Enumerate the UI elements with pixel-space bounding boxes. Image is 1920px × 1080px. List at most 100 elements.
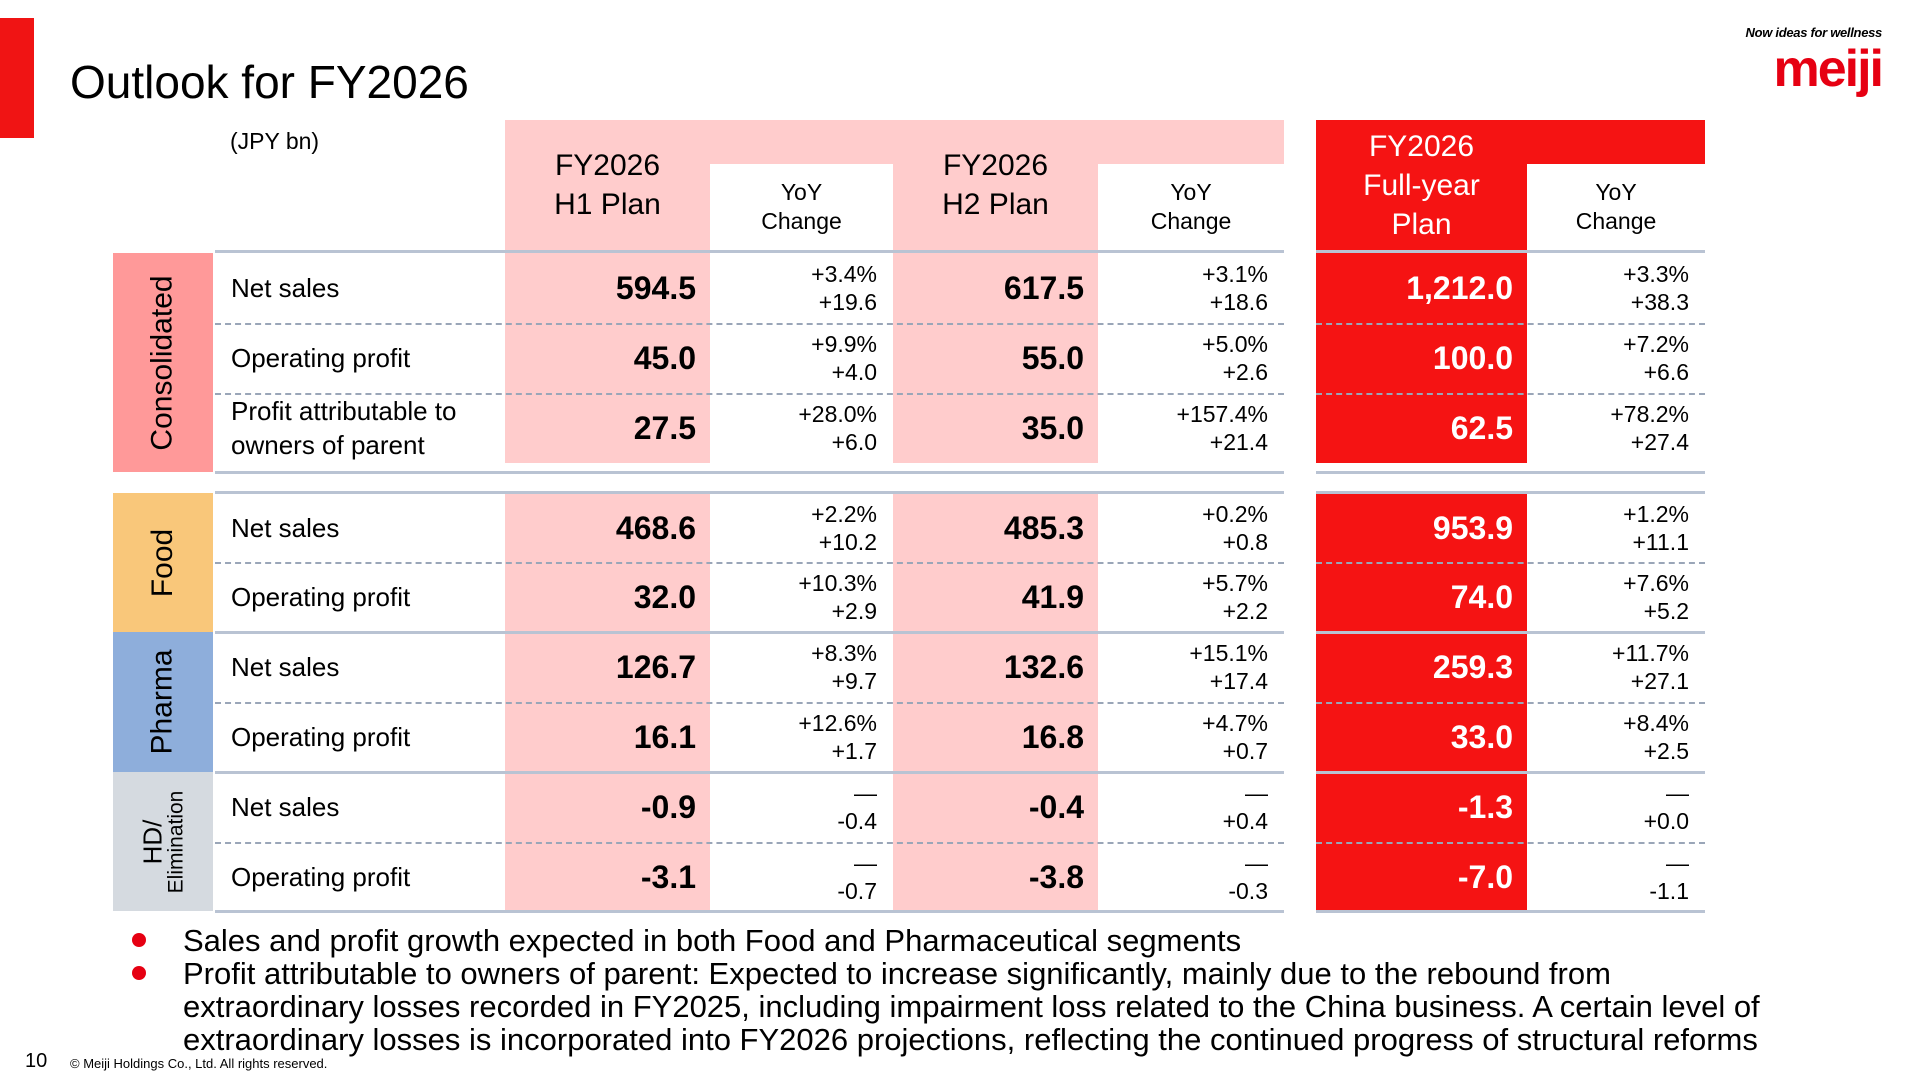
table-row: Operating profit 45.0 +9.9% +4.0 55.0 +5.0% +2… bbox=[215, 323, 1705, 393]
h1-value: 126.7 bbox=[505, 632, 710, 702]
h1-yoy-change: +9.9% +4.0 bbox=[710, 323, 893, 393]
h2-value: 55.0 bbox=[893, 323, 1098, 393]
segment-hd-elimination-label: HD/ Elimination bbox=[137, 790, 187, 893]
segment-pharma-label: Pharma bbox=[146, 649, 180, 755]
fy-value: 100.0 bbox=[1316, 323, 1527, 393]
row-label-line1: Net sales bbox=[231, 513, 340, 543]
fy-yoy-abs: +38.3 bbox=[1630, 289, 1689, 315]
fy-yoy-change: +7.6% +5.2 bbox=[1527, 562, 1705, 632]
h2-yoy-abs: +17.4 bbox=[1209, 668, 1268, 694]
fy-plan-header-line2: Full-year bbox=[1363, 168, 1480, 202]
row-divider bbox=[1316, 910, 1705, 913]
h2-yoy-change: +4.7% +0.7 bbox=[1098, 702, 1284, 772]
fy-plan-header-line3: Plan bbox=[1391, 207, 1452, 241]
row-divider bbox=[215, 842, 1284, 844]
logo-wordmark: meiji bbox=[1773, 40, 1884, 98]
h2-yoy-abs: +0.4 bbox=[1222, 808, 1268, 834]
row-divider bbox=[215, 631, 1284, 634]
row-label: Net sales bbox=[215, 772, 505, 842]
h1-value: 468.6 bbox=[505, 493, 710, 563]
h1-yoy-change: — -0.4 bbox=[710, 772, 893, 842]
fy-yoy-abs: +6.6 bbox=[1643, 359, 1689, 385]
row-divider bbox=[1316, 491, 1705, 494]
h2-value: -3.8 bbox=[893, 842, 1098, 912]
h2-yoy-change: +3.1% +18.6 bbox=[1098, 253, 1284, 323]
row-label-line1: Operating profit bbox=[231, 862, 411, 892]
fy-yoy-pct: +8.4% bbox=[1623, 710, 1689, 736]
fy-yoy-change: +8.4% +2.5 bbox=[1527, 702, 1705, 772]
row-label-line1: Operating profit bbox=[231, 343, 411, 373]
segment-food: Food bbox=[113, 493, 213, 632]
h2-yoy-change: +157.4% +21.4 bbox=[1098, 393, 1284, 463]
h1-plan-header-line1: FY2026 bbox=[554, 149, 661, 182]
row-divider bbox=[1316, 471, 1705, 474]
table-row: Operating profit 16.1 +12.6% +1.7 16.8 +4.7% +… bbox=[215, 702, 1705, 772]
fy-yoy-abs: +0.0 bbox=[1643, 808, 1689, 834]
h1-yoy-change: +3.4% +19.6 bbox=[710, 253, 893, 323]
bullet-text: extraordinary losses is incorporated int… bbox=[183, 1022, 1758, 1057]
h1-yoy-pct: — bbox=[854, 780, 877, 806]
h1-yoy-pct: +3.4% bbox=[811, 261, 877, 287]
row-label-line1: Profit attributable to bbox=[231, 396, 457, 426]
h1-yoy-abs: +10.2 bbox=[818, 529, 877, 555]
fy-yoy-change: +3.3% +38.3 bbox=[1527, 253, 1705, 323]
fy-yoy-abs: +11.1 bbox=[1632, 529, 1690, 555]
fy-plan-header: FY2026 Full-year Plan bbox=[1316, 120, 1527, 250]
row-divider bbox=[215, 471, 1284, 474]
h1-yoy-abs: +4.0 bbox=[831, 359, 877, 385]
h2-yoy-change: +5.0% +2.6 bbox=[1098, 323, 1284, 393]
row-label-line1: Net sales bbox=[231, 652, 340, 682]
fy-yoy-abs: +27.4 bbox=[1630, 429, 1689, 455]
bullet-text: Sales and profit growth expected in both… bbox=[183, 923, 1242, 958]
accent-bar bbox=[0, 18, 34, 138]
h2-value: 617.5 bbox=[893, 253, 1098, 323]
h1-yoy-abs: +9.7 bbox=[831, 668, 877, 694]
row-divider bbox=[215, 910, 1284, 913]
fy-yoy-pct: +3.3% bbox=[1623, 261, 1689, 287]
h1-yoy-change: +12.6% +1.7 bbox=[710, 702, 893, 772]
h2-yoy-pct: +15.1% bbox=[1189, 640, 1268, 666]
fy-yoy-header: YoY Change bbox=[1527, 164, 1705, 250]
h2-value: 41.9 bbox=[893, 562, 1098, 632]
h1-yoy-change: +28.0% +6.0 bbox=[710, 393, 893, 463]
h2-yoy-pct: +4.7% bbox=[1202, 710, 1268, 736]
row-divider bbox=[1316, 562, 1705, 564]
row-divider bbox=[1316, 771, 1705, 774]
fy-value: 259.3 bbox=[1316, 632, 1527, 702]
h1-value: -3.1 bbox=[505, 842, 710, 912]
h2-value: 132.6 bbox=[893, 632, 1098, 702]
h1-yoy-abs: -0.7 bbox=[837, 878, 877, 904]
fy-yoy-change: +78.2% +27.4 bbox=[1527, 393, 1705, 463]
h2-yoy-header-line1: YoY bbox=[1170, 179, 1212, 205]
row-divider bbox=[215, 771, 1284, 774]
h2-yoy-abs: -0.3 bbox=[1228, 878, 1268, 904]
h1-yoy-change: +2.2% +10.2 bbox=[710, 493, 893, 563]
h2-value: -0.4 bbox=[893, 772, 1098, 842]
h1-yoy-pct: +9.9% bbox=[811, 331, 877, 357]
h1-yoy-change: +10.3% +2.9 bbox=[710, 562, 893, 632]
row-divider bbox=[215, 491, 1284, 494]
h2-value: 35.0 bbox=[893, 393, 1098, 463]
h2-yoy-change: — +0.4 bbox=[1098, 772, 1284, 842]
row-label: Operating profit bbox=[215, 562, 505, 632]
row-label: Operating profit bbox=[215, 702, 505, 772]
row-label: Net sales bbox=[215, 493, 505, 563]
h1-yoy-pct: +12.6% bbox=[798, 710, 877, 736]
h1-yoy-pct: +10.3% bbox=[798, 570, 877, 596]
fy-value: -1.3 bbox=[1316, 772, 1527, 842]
fy-value: 953.9 bbox=[1316, 493, 1527, 563]
h2-yoy-pct: +3.1% bbox=[1202, 261, 1268, 287]
row-divider bbox=[215, 562, 1284, 564]
fy-value: 62.5 bbox=[1316, 393, 1527, 463]
h1-value: 16.1 bbox=[505, 702, 710, 772]
table-row: Net sales -0.9— -0.4 -0.4— +0.4 -1.3— +0.0 bbox=[215, 772, 1705, 842]
row-label: Net sales bbox=[215, 632, 505, 702]
h1-yoy-pct: +8.3% bbox=[811, 640, 877, 666]
row-divider bbox=[215, 250, 1284, 253]
fy-yoy-change: +11.7% +27.1 bbox=[1527, 632, 1705, 702]
row-label-line1: Operating profit bbox=[231, 582, 411, 612]
row-label: Profit attributable to owners of parent bbox=[215, 393, 505, 463]
h1-yoy-pct: +28.0% bbox=[798, 401, 877, 427]
h2-yoy-pct: +5.7% bbox=[1202, 570, 1268, 596]
h2-yoy-pct: +5.0% bbox=[1202, 331, 1268, 357]
